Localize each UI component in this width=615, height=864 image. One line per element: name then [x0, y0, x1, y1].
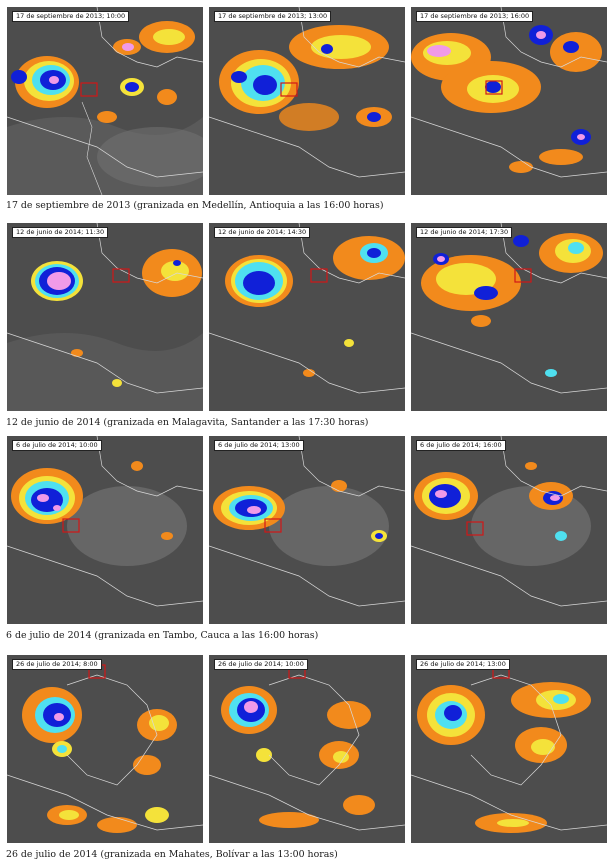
timestamp-label: 12 de junio de 2014; 11:30 — [12, 227, 109, 238]
target-box — [280, 82, 298, 97]
satellite-image — [411, 655, 607, 843]
row-1-panel-2: 17 de septiembre de 2013; 13:00 — [209, 7, 405, 195]
satellite-image — [411, 436, 607, 624]
row-3-panel-2: 6 de julio de 2014; 13:00 — [209, 436, 405, 624]
row-3-caption: 6 de julio de 2014 (granizada en Tambo, … — [6, 630, 319, 641]
satellite-image — [209, 223, 405, 411]
target-box — [62, 518, 80, 533]
timestamp-label: 6 de julio de 2014; 10:00 — [12, 440, 102, 451]
timestamp-label: 6 de julio de 2014; 13:00 — [214, 440, 304, 451]
timestamp-label: 17 de septiembre de 2013; 13:00 — [214, 11, 332, 22]
satellite-image — [7, 7, 203, 195]
row-2-panel-1: 12 de junio de 2014; 11:30 — [7, 223, 203, 411]
row-4-panel-2: 26 de julio de 2014; 10:00 — [209, 655, 405, 843]
satellite-image — [209, 655, 405, 843]
satellite-image — [209, 7, 405, 195]
timestamp-label: 17 de septiembre de 2013; 10:00 — [12, 11, 130, 22]
row-3-panel-1: 6 de julio de 2014; 10:00 — [7, 436, 203, 624]
target-box — [466, 521, 484, 536]
timestamp-label: 17 de septiembre de 2013; 16:00 — [416, 11, 534, 22]
satellite-image — [411, 223, 607, 411]
timestamp-label: 12 de junio de 2014; 14:30 — [214, 227, 311, 238]
timestamp-label: 26 de julio de 2014; 13:00 — [416, 659, 510, 670]
target-box — [485, 80, 503, 95]
row-4-panel-3: 26 de julio de 2014; 13:00 — [411, 655, 607, 843]
target-box — [310, 268, 328, 283]
satellite-image — [411, 7, 607, 195]
row-3-panel-3: 6 de julio de 2014; 16:00 — [411, 436, 607, 624]
satellite-image — [7, 655, 203, 843]
satellite-image — [209, 436, 405, 624]
row-4-panel-1: 26 de julio de 2014; 8:00 — [7, 655, 203, 843]
target-box — [514, 268, 532, 283]
target-box — [264, 518, 282, 533]
satellite-image — [7, 436, 203, 624]
timestamp-label: 12 de junio de 2014; 17:30 — [416, 227, 513, 238]
row-4-caption: 26 de julio de 2014 (granizada en Mahate… — [6, 849, 338, 860]
target-box — [80, 82, 98, 97]
timestamp-label: 6 de julio de 2014; 16:00 — [416, 440, 506, 451]
row-2-caption: 12 de junio de 2014 (granizada en Malaga… — [6, 417, 369, 428]
row-1-caption: 17 de septiembre de 2013 (granizada en M… — [6, 200, 384, 211]
timestamp-label: 26 de julio de 2014; 10:00 — [214, 659, 308, 670]
target-box — [112, 268, 130, 283]
row-2-panel-3: 12 de junio de 2014; 17:30 — [411, 223, 607, 411]
row-1-panel-1: 17 de septiembre de 2013; 10:00 — [7, 7, 203, 195]
row-1-panel-3: 17 de septiembre de 2013; 16:00 — [411, 7, 607, 195]
satellite-image — [7, 223, 203, 411]
timestamp-label: 26 de julio de 2014; 8:00 — [12, 659, 102, 670]
row-2-panel-2: 12 de junio de 2014; 14:30 — [209, 223, 405, 411]
